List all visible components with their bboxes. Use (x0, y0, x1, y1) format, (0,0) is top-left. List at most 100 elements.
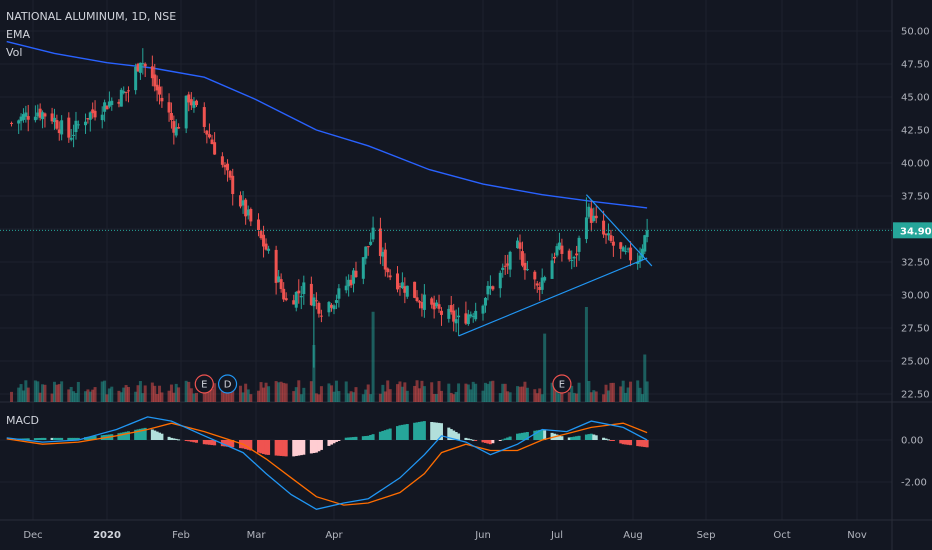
macd-histogram-bar (464, 437, 468, 440)
volume-bar (525, 387, 529, 402)
macd-histogram-bar (602, 437, 606, 440)
candle-body (520, 251, 524, 266)
candle-body (386, 268, 390, 273)
candle-body (249, 208, 253, 222)
volume-bar (361, 394, 365, 402)
volume-bar (491, 380, 495, 402)
macd-histogram-bar (555, 434, 559, 440)
candle-body (636, 261, 640, 264)
volume-bar (244, 383, 248, 402)
candle-body (126, 90, 130, 92)
volume-bar (74, 392, 78, 402)
macd-histogram-bar (611, 440, 615, 441)
macd-histogram-bar (143, 427, 147, 440)
candle-body (570, 259, 574, 261)
price-tick-label: 30.00 (901, 291, 930, 302)
candle-body (86, 118, 90, 120)
volume-bar (518, 386, 522, 402)
macd-histogram-bar (52, 437, 56, 440)
candle-body (160, 97, 164, 102)
macd-histogram-bar (174, 438, 178, 440)
earnings-marker[interactable]: E (194, 374, 214, 394)
candle-body (119, 89, 123, 107)
dividend-marker[interactable]: D (217, 374, 238, 394)
volume-bar (72, 391, 76, 402)
candle-body (464, 313, 468, 324)
candle-body (21, 114, 25, 120)
ema-line (6, 40, 648, 209)
candle-body (538, 286, 542, 290)
candle-body (294, 292, 298, 308)
date-tick-label: Jul (550, 530, 563, 541)
volume-bar (640, 394, 644, 402)
ema-path (6, 40, 648, 209)
macd-legend[interactable]: MACD (6, 414, 39, 427)
candle-body (498, 272, 502, 289)
ema-legend[interactable]: EMA (6, 28, 30, 41)
volume-bar (302, 387, 306, 402)
macd-histogram-bar (454, 432, 458, 440)
trendline-resistance[interactable] (585, 194, 653, 267)
candle-body (297, 290, 301, 294)
macd-histogram-bar (26, 438, 30, 440)
candle-body (553, 256, 557, 259)
volume-bar (103, 380, 107, 402)
candle-body (624, 250, 628, 252)
macd-histogram-bar (169, 437, 173, 440)
macd-histogram-bar (417, 421, 421, 440)
macd-histogram-bar (640, 440, 644, 447)
volume-bar (238, 385, 242, 402)
macd-histogram-bar (279, 440, 283, 456)
candle-body (292, 300, 296, 305)
volume-bar (629, 381, 633, 402)
macd-histogram-bar (471, 439, 475, 441)
macd-tick-label: -2.00 (901, 478, 927, 489)
volume-bar (555, 382, 559, 402)
earnings-marker[interactable]: E (552, 374, 572, 394)
candle-body (501, 267, 505, 270)
volume-bar (297, 380, 301, 402)
candle-body (158, 86, 162, 95)
candle-body (136, 63, 140, 72)
chart-title[interactable]: NATIONAL ALUMINUM, 1D, NSE (6, 10, 177, 23)
volume-bar (86, 389, 90, 402)
macd-histogram-bar (645, 440, 649, 448)
candle-body (589, 208, 593, 223)
candle-body (560, 245, 564, 254)
volume-bar (207, 382, 211, 402)
trendline-support[interactable] (458, 257, 648, 337)
trendlines[interactable] (458, 194, 653, 337)
earnings-marker-label: E (201, 380, 207, 391)
macd-histogram-bar (575, 436, 579, 440)
volume-bar (626, 387, 630, 402)
volume-bar (430, 382, 434, 402)
macd-histogram-bar (38, 437, 42, 440)
volume-bar (523, 381, 527, 402)
macd-histogram-bar (24, 438, 28, 440)
candle-body (398, 285, 402, 288)
volume-bar (381, 384, 385, 402)
volume-bar (284, 383, 288, 402)
macd-histogram-bar (535, 430, 539, 440)
candle-body (24, 112, 28, 117)
macd-histogram-bar (449, 429, 453, 440)
candle-body (150, 66, 154, 79)
candle-body (337, 288, 341, 299)
macd-histogram-bar (533, 430, 537, 440)
volume-bar (91, 389, 95, 402)
candle-body (100, 114, 104, 121)
candle-body (626, 248, 630, 250)
volume-bar (228, 388, 232, 402)
candle-body (174, 127, 178, 136)
volume-bar (369, 394, 373, 402)
candle-body (381, 251, 385, 257)
macd-histogram-bar (138, 428, 142, 440)
macd-histogram-bar (567, 437, 571, 440)
candle-body (417, 301, 421, 303)
volume-bar (282, 382, 286, 402)
volume-legend[interactable]: Vol (6, 46, 23, 59)
candle-body (60, 120, 64, 135)
macd-histogram-bar (626, 440, 630, 445)
